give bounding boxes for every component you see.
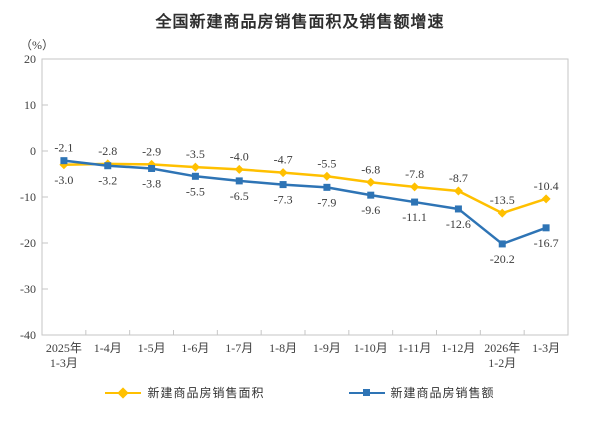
data-label-upper: -10.4 xyxy=(534,179,559,193)
x-axis-tick-label: 2026年 xyxy=(484,341,520,355)
data-label-upper: -8.7 xyxy=(449,171,468,185)
sales-amount-marker xyxy=(542,224,550,232)
sales-area-marker xyxy=(234,164,244,174)
y-axis-tick-label: -40 xyxy=(20,328,36,342)
x-axis-tick-label: 1-6月 xyxy=(181,341,209,355)
sales-amount-marker xyxy=(367,191,375,199)
y-axis-tick-label: 20 xyxy=(24,52,36,66)
sales-amount-marker xyxy=(235,177,243,185)
data-label-upper: -7.8 xyxy=(405,167,424,181)
x-axis-tick-label: 1-3月 xyxy=(532,341,560,355)
chart-title: 全国新建商品房销售面积及销售额增速 xyxy=(155,14,445,31)
data-label-lower: -3.2 xyxy=(98,174,117,188)
sales-area-line-marker-icon xyxy=(105,386,142,399)
data-label-lower: -12.6 xyxy=(446,217,471,231)
data-label-upper: -2.1 xyxy=(54,141,73,155)
legend-item-sales-area: 新建商品房销售面积 xyxy=(105,384,264,401)
y-axis-tick-label: -20 xyxy=(20,236,36,250)
data-label-lower: -7.3 xyxy=(274,193,293,207)
data-label-lower: -16.7 xyxy=(534,236,559,250)
sales-amount-marker xyxy=(191,172,199,180)
data-label-lower: -20.2 xyxy=(490,252,515,266)
sales-amount-marker xyxy=(60,157,68,165)
data-label-upper: -2.9 xyxy=(142,144,161,158)
data-label-upper: -5.5 xyxy=(317,156,336,170)
chart-legend: 新建商品房销售面积 新建商品房销售额 xyxy=(0,384,600,401)
sales-area-marker xyxy=(541,194,551,204)
y-axis-tick-label: -10 xyxy=(20,190,36,204)
data-label-lower: -6.5 xyxy=(230,189,249,203)
sales-area-series-line xyxy=(63,162,547,215)
x-axis-tick-label: 1-3月 xyxy=(50,356,78,370)
data-label-upper: -2.8 xyxy=(98,144,117,158)
legend-label-sales-area: 新建商品房销售面积 xyxy=(147,386,265,400)
x-axis-tick-label: 1-10月 xyxy=(354,341,388,355)
y-axis-unit-label: （%） xyxy=(20,38,54,52)
y-axis-tick-label: -30 xyxy=(20,282,36,296)
x-axis-tick-label: 1-4月 xyxy=(94,341,122,355)
data-label-upper: -3.5 xyxy=(186,147,205,161)
x-axis-tick-label: 1-8月 xyxy=(269,341,297,355)
data-label-upper: -4.7 xyxy=(274,153,293,167)
sales-area-marker xyxy=(410,182,420,192)
data-label-lower: -11.1 xyxy=(402,210,427,224)
sales-amount-marker xyxy=(454,205,462,213)
data-label-lower: -7.9 xyxy=(317,195,336,209)
x-axis-tick-label: 1-11月 xyxy=(398,341,432,355)
data-label-upper: -13.5 xyxy=(490,193,515,207)
x-axis-tick-label: 2025年 xyxy=(46,341,82,355)
sales-area-marker xyxy=(453,186,463,196)
x-axis-tick-label: 1-7月 xyxy=(225,341,253,355)
sales-amount-marker xyxy=(104,162,112,170)
sales-area-marker xyxy=(322,171,332,181)
sales-area-marker xyxy=(190,162,200,172)
data-label-lower: -3.0 xyxy=(54,173,73,187)
x-axis-tick-label: 1-2月 xyxy=(488,356,516,370)
sales-amount-marker xyxy=(279,181,287,189)
x-axis-tick-label: 1-9月 xyxy=(313,341,341,355)
data-label-upper: -4.0 xyxy=(230,149,249,163)
sales-area-marker xyxy=(497,208,507,218)
sales-amount-marker xyxy=(148,164,156,172)
sales-amount-marker xyxy=(411,198,419,206)
data-label-lower: -9.6 xyxy=(361,203,380,217)
sales-amount-series-line xyxy=(63,159,547,246)
sales-amount-marker xyxy=(323,183,331,191)
sales-amount-marker xyxy=(498,240,506,248)
data-label-lower: -3.8 xyxy=(142,176,161,190)
data-label-lower: -5.5 xyxy=(186,184,205,198)
sales-area-marker xyxy=(366,177,376,187)
data-label-upper: -6.8 xyxy=(361,162,380,176)
x-axis-tick-label: 1-12月 xyxy=(441,341,475,355)
y-axis-tick-label: 10 xyxy=(24,98,36,112)
x-axis-tick-label: 1-5月 xyxy=(138,341,166,355)
legend-item-sales-amount: 新建商品房销售额 xyxy=(348,384,495,401)
sales-area-marker xyxy=(278,168,288,178)
y-axis-tick-label: 0 xyxy=(30,144,36,158)
legend-label-sales-amount: 新建商品房销售额 xyxy=(390,386,495,400)
sales-amount-line-marker-icon xyxy=(348,388,385,398)
